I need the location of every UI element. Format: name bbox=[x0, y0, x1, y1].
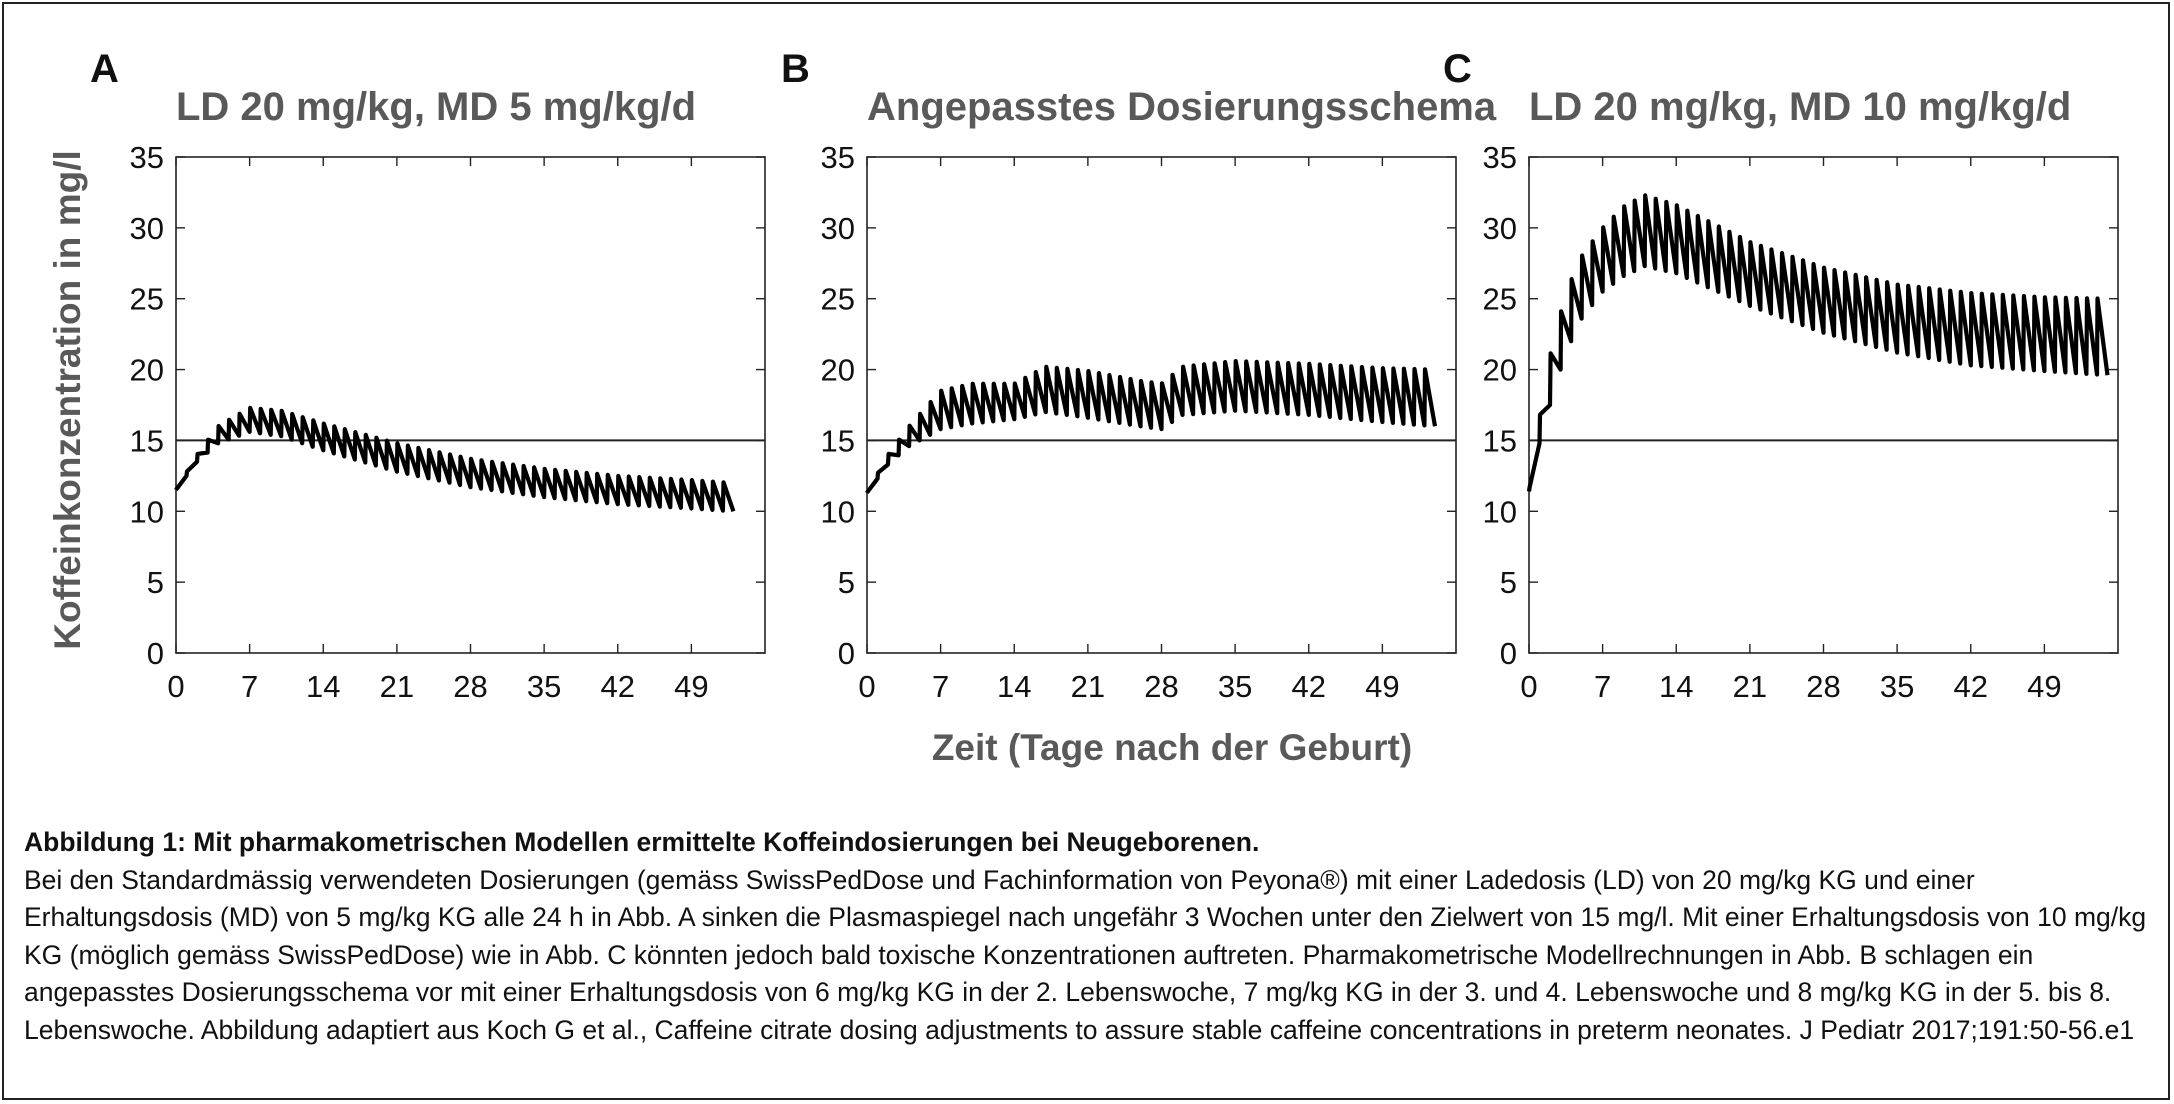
x-tick-label: 42 bbox=[1292, 669, 1326, 704]
panel-letter-A: A bbox=[90, 47, 119, 91]
y-tick-label: 25 bbox=[1483, 282, 1517, 317]
x-tick-label: 21 bbox=[1733, 669, 1767, 704]
y-tick-label: 20 bbox=[130, 353, 164, 388]
x-tick-label: 0 bbox=[1520, 669, 1537, 704]
y-tick-label: 35 bbox=[130, 140, 164, 175]
x-tick-label: 28 bbox=[453, 669, 487, 704]
y-tick-label: 30 bbox=[1483, 211, 1517, 246]
x-tick-label: 14 bbox=[306, 669, 340, 704]
x-tick-label: 0 bbox=[167, 669, 184, 704]
chart-figure: Koffeinkonzentration in mg/l Zeit (Tage … bbox=[47, 47, 2119, 768]
concentration-line-A bbox=[174, 405, 736, 513]
y-tick-label: 0 bbox=[838, 636, 855, 671]
y-tick-label: 5 bbox=[838, 565, 855, 600]
y-tick-label: 5 bbox=[147, 565, 164, 600]
y-tick-label: 10 bbox=[130, 494, 164, 529]
y-tick-label: 35 bbox=[821, 140, 855, 175]
y-tick-label: 10 bbox=[1483, 494, 1517, 529]
panel-letter-B: B bbox=[781, 47, 810, 91]
y-tick-label: 15 bbox=[130, 423, 164, 458]
concentration-line-B bbox=[865, 359, 1438, 494]
caption-title: Abbildung 1: Mit pharmakometrischen Mode… bbox=[24, 827, 1260, 857]
x-tick-label: 35 bbox=[527, 669, 561, 704]
y-tick-label: 20 bbox=[821, 353, 855, 388]
x-tick-label: 7 bbox=[1594, 669, 1611, 704]
y-tick-label: 30 bbox=[821, 211, 855, 246]
y-tick-label: 25 bbox=[821, 282, 855, 317]
y-tick-label: 20 bbox=[1483, 353, 1517, 388]
x-tick-label: 42 bbox=[1954, 669, 1988, 704]
x-tick-label: 0 bbox=[858, 669, 875, 704]
y-tick-label: 0 bbox=[147, 636, 164, 671]
x-tick-label: 35 bbox=[1880, 669, 1914, 704]
y-tick-label: 35 bbox=[1483, 140, 1517, 175]
x-tick-label: 21 bbox=[380, 669, 414, 704]
caption-text: Bei den Standardmässig verwendeten Dosie… bbox=[24, 864, 2147, 1045]
panel-title-A: LD 20 mg/kg, MD 5 mg/kg/d bbox=[176, 85, 696, 129]
x-tick-label: 14 bbox=[997, 669, 1031, 704]
x-axis-title: Zeit (Tage nach der Geburt) bbox=[932, 727, 1412, 768]
panel-letter-C: C bbox=[1443, 47, 1472, 91]
x-tick-label: 49 bbox=[1365, 669, 1399, 704]
panel-title-B: Angepasstes Dosierungsschema bbox=[867, 85, 1497, 129]
x-tick-label: 14 bbox=[1659, 669, 1693, 704]
x-tick-label: 28 bbox=[1144, 669, 1178, 704]
y-tick-label: 15 bbox=[821, 423, 855, 458]
x-tick-label: 49 bbox=[674, 669, 708, 704]
x-tick-label: 7 bbox=[932, 669, 949, 704]
x-tick-label: 42 bbox=[601, 669, 635, 704]
panel-title-C: LD 20 mg/kg, MD 10 mg/kg/d bbox=[1529, 85, 2071, 129]
x-tick-label: 49 bbox=[2027, 669, 2061, 704]
y-tick-label: 30 bbox=[130, 211, 164, 246]
plot-frame-A bbox=[175, 156, 766, 654]
x-tick-label: 28 bbox=[1806, 669, 1840, 704]
x-tick-label: 21 bbox=[1071, 669, 1105, 704]
y-axis-title: Koffeinkonzentration in mg/l bbox=[47, 150, 88, 649]
y-tick-label: 25 bbox=[130, 282, 164, 317]
concentration-line-C bbox=[1526, 193, 2110, 492]
y-tick-label: 5 bbox=[1500, 565, 1517, 600]
y-tick-label: 0 bbox=[1500, 636, 1517, 671]
y-tick-label: 10 bbox=[821, 494, 855, 529]
x-tick-label: 35 bbox=[1218, 669, 1252, 704]
x-tick-label: 7 bbox=[241, 669, 258, 704]
y-tick-label: 15 bbox=[1483, 423, 1517, 458]
figure-caption: Abbildung 1: Mit pharmakometrischen Mode… bbox=[24, 824, 2154, 1049]
